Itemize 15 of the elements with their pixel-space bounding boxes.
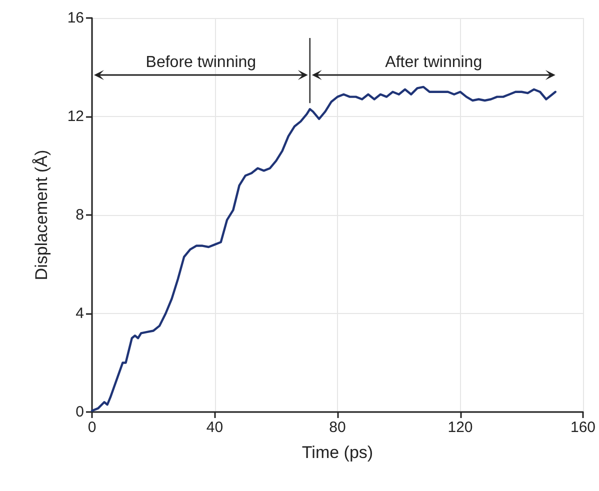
x-tick-label: 80 bbox=[329, 419, 346, 436]
x-tick-label: 120 bbox=[448, 419, 473, 436]
y-tick-label: 12 bbox=[67, 108, 84, 125]
y-axis-title: Displacement (Å) bbox=[32, 150, 51, 280]
annotation: After twinning bbox=[385, 54, 482, 71]
x-axis-title: Time (ps) bbox=[302, 443, 374, 462]
x-tick-label: 160 bbox=[570, 419, 596, 436]
y-tick-label: 0 bbox=[76, 404, 84, 420]
x-tick-label: 0 bbox=[88, 419, 96, 436]
x-tick-label: 40 bbox=[206, 419, 224, 436]
y-tick-label: 16 bbox=[67, 10, 84, 26]
y-tick-label: 8 bbox=[76, 206, 84, 224]
annotation: Before twinning bbox=[146, 54, 256, 71]
y-tick-label: 4 bbox=[76, 305, 84, 322]
line-series bbox=[90, 86, 556, 412]
